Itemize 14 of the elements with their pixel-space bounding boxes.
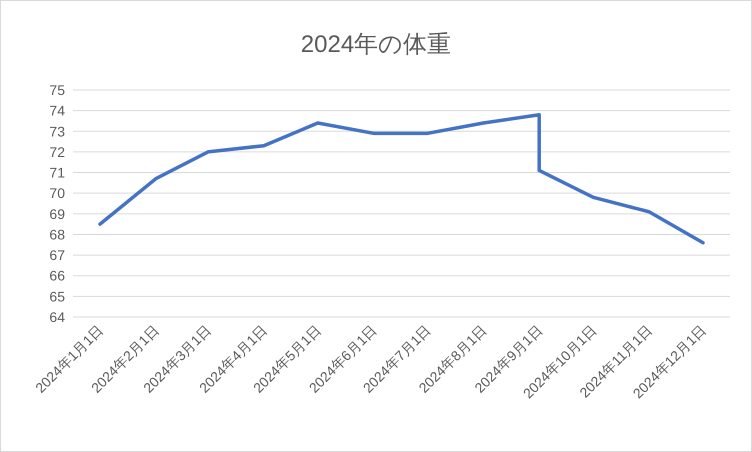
y-tick-label: 75 <box>49 82 66 98</box>
y-tick-label: 64 <box>49 309 66 325</box>
y-tick-label: 74 <box>49 102 66 119</box>
chart-title: 2024年の体重 <box>300 31 452 58</box>
y-tick-label: 72 <box>49 144 66 160</box>
y-tick-label: 68 <box>49 226 66 242</box>
line-series <box>98 113 705 244</box>
y-tick-label: 73 <box>49 123 66 140</box>
y-tick-label: 65 <box>49 288 66 304</box>
y-tick-label: 66 <box>49 268 66 284</box>
y-tick-label: 71 <box>49 164 66 181</box>
y-tick-label: 69 <box>49 206 66 222</box>
y-tick-label: 70 <box>49 185 66 202</box>
y-tick-label: 67 <box>49 247 66 264</box>
